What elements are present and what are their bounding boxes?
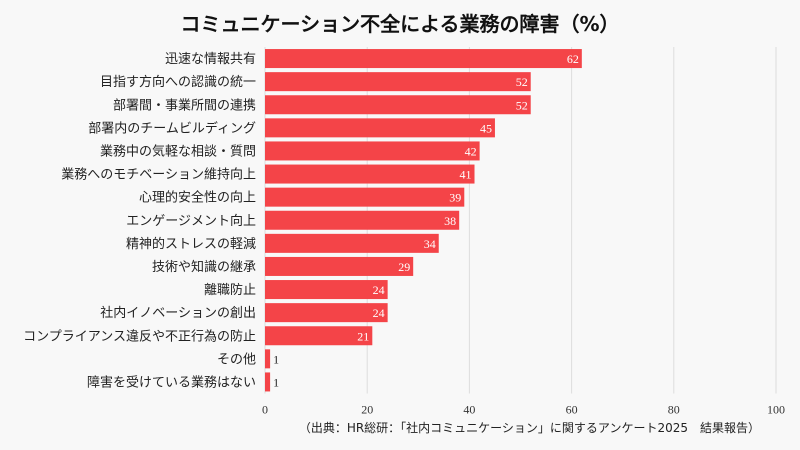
data-label: 29 [398,260,410,274]
data-label: 24 [373,306,385,320]
category-label: 業務中の気軽な相談・質問 [100,143,256,159]
bar [265,326,373,346]
category-label: コンプライアンス違反や不正行為の防止 [23,328,256,344]
category-label: 精神的ストレスの軽減 [126,236,256,252]
bar [265,187,465,207]
x-tick-label: 80 [668,403,680,417]
bar [265,303,388,323]
source-note: （出典：HR総研：「社内コミュニケーション」に関するアンケート2025 結果報告… [299,420,760,435]
bar [265,210,460,230]
category-label: 目指す方向への認識の統一 [100,74,256,90]
bar [265,280,388,300]
bar [265,372,271,392]
data-label: 24 [373,283,385,297]
chart-title: コミュニケーション不全による業務の障害（%） [180,12,619,36]
data-label: 45 [480,121,492,135]
bar [265,349,271,369]
category-label: 社内イノベーションの創出 [100,305,256,321]
category-label: エンゲージメント向上 [126,213,256,229]
x-tick-label: 0 [262,403,268,417]
bar [265,164,475,184]
category-label: 離職防止 [204,282,256,298]
x-tick-label: 20 [361,403,373,417]
x-tick-label: 60 [566,403,578,417]
category-label: 業務へのモチベーション維持向上 [61,167,256,183]
bar [265,95,531,115]
category-labels: 迅速な情報共有目指す方向への認識の統一部署間・事業所間の連携部署内のチームビルデ… [23,52,256,390]
category-label: 障害を受けている業務はない [87,374,256,390]
bar [265,256,414,276]
bar [265,118,495,138]
data-label: 1 [273,352,279,366]
category-label: 部署間・事業所間の連携 [113,97,256,113]
data-label: 52 [516,75,528,89]
category-label: 部署内のチームビルディング [88,120,256,136]
data-label: 41 [460,168,472,182]
category-label: その他 [217,352,256,367]
bar [265,233,439,253]
bar [265,141,480,161]
category-label: 技術や知識の継承 [152,259,256,275]
x-tick-label: 40 [463,403,475,417]
data-label: 62 [567,52,579,66]
data-label: 38 [444,214,456,228]
bar [265,49,582,69]
data-label: 34 [424,237,436,251]
data-label: 42 [465,144,477,158]
x-axis-ticks: 0 20 40 60 80 100 [262,403,785,417]
bar [265,72,531,92]
data-label: 52 [516,98,528,112]
data-label: 39 [449,191,461,205]
x-tick-label: 100 [767,403,785,417]
category-label: 迅速な情報共有 [165,52,256,67]
data-label: 21 [357,329,369,343]
category-label: 心理的安全性の向上 [139,190,256,206]
data-label: 1 [273,375,279,389]
